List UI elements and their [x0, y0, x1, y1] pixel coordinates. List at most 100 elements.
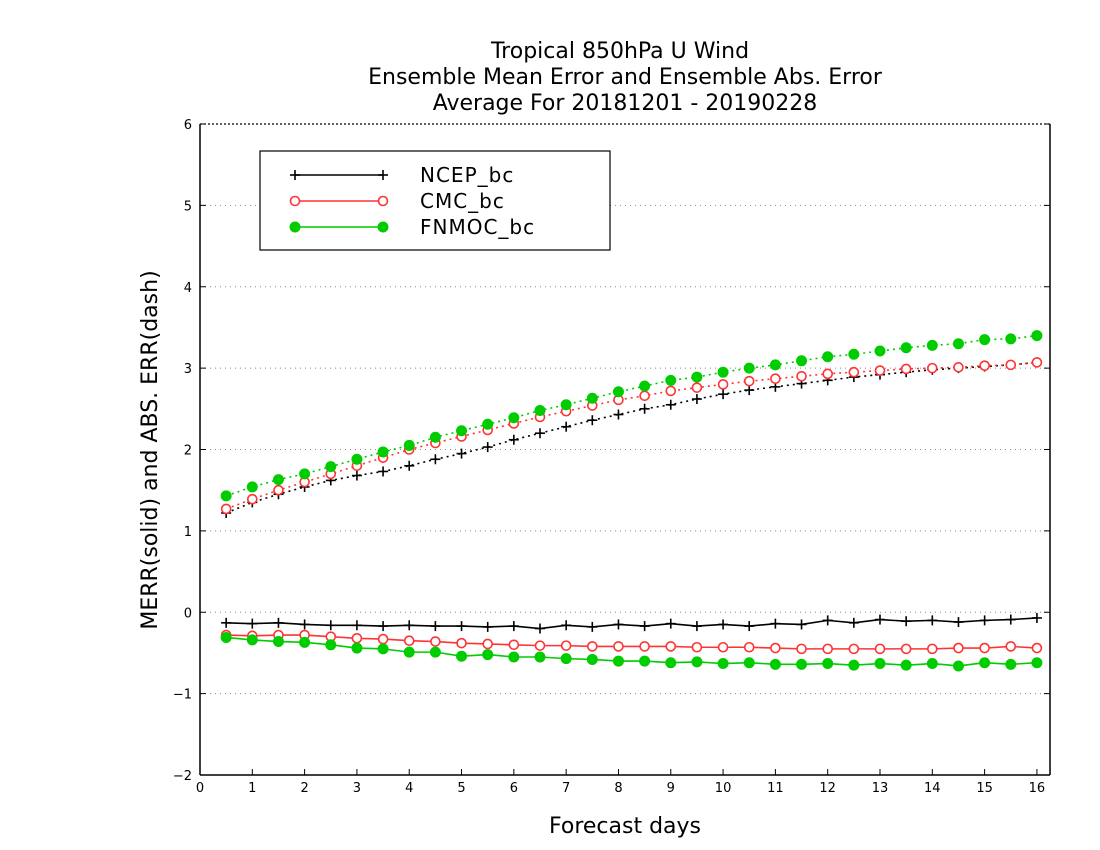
cmc-bc-merr-point — [534, 640, 546, 651]
fnmoc-bc-merr-point — [769, 658, 781, 670]
cmc-bc-abs-err-point — [874, 365, 886, 376]
cmc-bc-abs-err-point — [743, 375, 755, 387]
fnmoc-bc-merr-point — [743, 657, 755, 669]
fnmoc-bc-abs-err-point — [482, 418, 494, 430]
y-axis-label: MERR(solid) and ABS. ERR(dash) — [138, 270, 163, 629]
fnmoc-bc-merr-point — [325, 639, 337, 651]
ncep-bc-merr-point — [744, 621, 755, 632]
fnmoc-bc-abs-err-point — [639, 380, 651, 392]
fnmoc-bc-abs-err-point — [979, 334, 991, 346]
cmc-bc-merr-point — [587, 641, 598, 652]
fnmoc-bc-merr-point — [272, 636, 284, 648]
cmc-bc-abs-err-point — [900, 363, 912, 375]
cmc-bc-merr-point — [351, 632, 363, 644]
ncep-bc-abs-err-point — [665, 399, 676, 410]
y-tick-label: −1 — [173, 688, 192, 703]
fnmoc-bc-merr-line — [226, 636, 1037, 667]
ncep-bc-merr-point — [639, 621, 650, 632]
fnmoc-bc-abs-err-point — [325, 461, 337, 473]
ncep-bc-merr-point — [665, 618, 676, 629]
cmc-bc-abs-err-point — [1005, 359, 1017, 371]
ncep-bc-merr-point — [378, 621, 389, 632]
legend-marker-ncep-bc — [378, 170, 388, 180]
ncep-bc-merr-point — [587, 621, 598, 632]
fnmoc-bc-abs-err-point — [403, 439, 415, 451]
x-tick-label: 9 — [667, 781, 675, 796]
cmc-bc-merr-point — [743, 641, 755, 653]
fnmoc-bc-merr-point — [586, 653, 598, 665]
cmc-bc-merr-point — [979, 642, 990, 654]
ncep-bc-merr-point — [535, 623, 545, 634]
fnmoc-bc-abs-err-point — [272, 474, 284, 486]
ncep-bc-abs-err-point — [718, 389, 729, 400]
fnmoc-bc-abs-err-line — [225, 334, 1038, 497]
cmc-bc-merr-point — [848, 643, 860, 655]
legend-label-cmc-bc: CMC_bc — [420, 189, 505, 213]
fnmoc-bc-merr-point — [377, 643, 389, 655]
cmc-bc-merr-point — [403, 635, 415, 647]
y-tick-label: 0 — [184, 606, 192, 621]
fnmoc-bc-merr-point — [508, 651, 520, 663]
y-tick-label: −2 — [173, 769, 192, 784]
legend-marker-fnmoc-bc — [289, 221, 301, 233]
fnmoc-bc-merr-point — [822, 658, 834, 670]
cmc-bc-merr-point — [822, 643, 833, 655]
fnmoc-bc-merr-point — [456, 650, 468, 662]
cmc-bc-abs-err-point — [796, 370, 807, 382]
cmc-bc-merr-point — [377, 633, 389, 645]
ncep-bc-merr-point — [508, 621, 519, 632]
ncep-bc-merr-point — [770, 618, 781, 629]
ncep-bc-abs-err-point — [613, 409, 624, 420]
y-tick-label: 4 — [184, 281, 192, 296]
fnmoc-bc-abs-err-point — [299, 468, 311, 480]
fnmoc-bc-abs-err-point — [926, 339, 938, 351]
fnmoc-bc-merr-point — [848, 659, 860, 671]
cmc-bc-abs-err-line — [225, 361, 1037, 510]
fnmoc-bc-merr-point — [952, 660, 964, 672]
ncep-bc-merr-point — [430, 621, 441, 632]
cmc-bc-merr-point — [691, 641, 703, 653]
x-tick-label: 7 — [562, 781, 570, 796]
x-tick-label: 16 — [1029, 781, 1046, 796]
fnmoc-bc-abs-err-point — [1005, 333, 1017, 345]
fnmoc-bc-merr-point — [299, 636, 311, 648]
ncep-bc-abs-err-point — [482, 442, 493, 453]
cmc-bc-abs-err-point — [848, 366, 860, 378]
title-line-2: Ensemble Mean Error and Ensemble Abs. Er… — [368, 65, 883, 90]
fnmoc-bc-merr-point — [429, 646, 441, 658]
fnmoc-bc-merr-point — [691, 656, 703, 668]
cmc-bc-merr-point — [508, 639, 520, 651]
x-tick-label: 2 — [300, 781, 308, 796]
x-axis-label: Forecast days — [549, 814, 701, 839]
x-tick-label: 15 — [976, 781, 993, 796]
cmc-bc-merr-point — [1005, 641, 1017, 652]
y-tick-label: 2 — [184, 444, 192, 459]
ncep-bc-merr-point — [875, 614, 885, 625]
x-tick-label: 13 — [872, 781, 889, 796]
ncep-bc-merr-point — [613, 619, 624, 630]
title-line-1: Tropical 850hPa U Wind — [490, 39, 749, 64]
ncep-bc-merr-point — [848, 617, 859, 628]
ncep-bc-merr-point — [561, 620, 572, 631]
ncep-bc-merr-point — [691, 621, 702, 632]
fnmoc-bc-merr-point — [351, 642, 363, 654]
fnmoc-bc-merr-point — [665, 657, 677, 669]
fnmoc-bc-abs-err-point — [796, 355, 808, 367]
cmc-bc-merr-point — [1031, 642, 1043, 654]
cmc-bc-merr-point — [953, 642, 964, 654]
ncep-bc-merr-point — [953, 617, 964, 628]
fnmoc-bc-abs-err-point — [769, 359, 781, 371]
cmc-bc-abs-err-point — [953, 362, 964, 373]
ncep-bc-merr-point — [901, 616, 912, 627]
fnmoc-bc-abs-err-point — [665, 374, 677, 386]
fnmoc-bc-merr-point — [1005, 658, 1017, 670]
cmc-bc-merr-point — [560, 640, 572, 651]
cmc-bc-merr-point — [796, 643, 807, 655]
ncep-bc-merr-line — [226, 617, 1037, 630]
cmc-bc-merr-point — [430, 636, 441, 647]
ncep-bc-abs-err-point — [535, 428, 545, 439]
fnmoc-bc-abs-err-point — [1031, 330, 1043, 342]
x-tick-label: 12 — [819, 781, 836, 796]
cmc-bc-merr-point — [717, 641, 729, 653]
cmc-bc-abs-err-point — [220, 503, 232, 515]
